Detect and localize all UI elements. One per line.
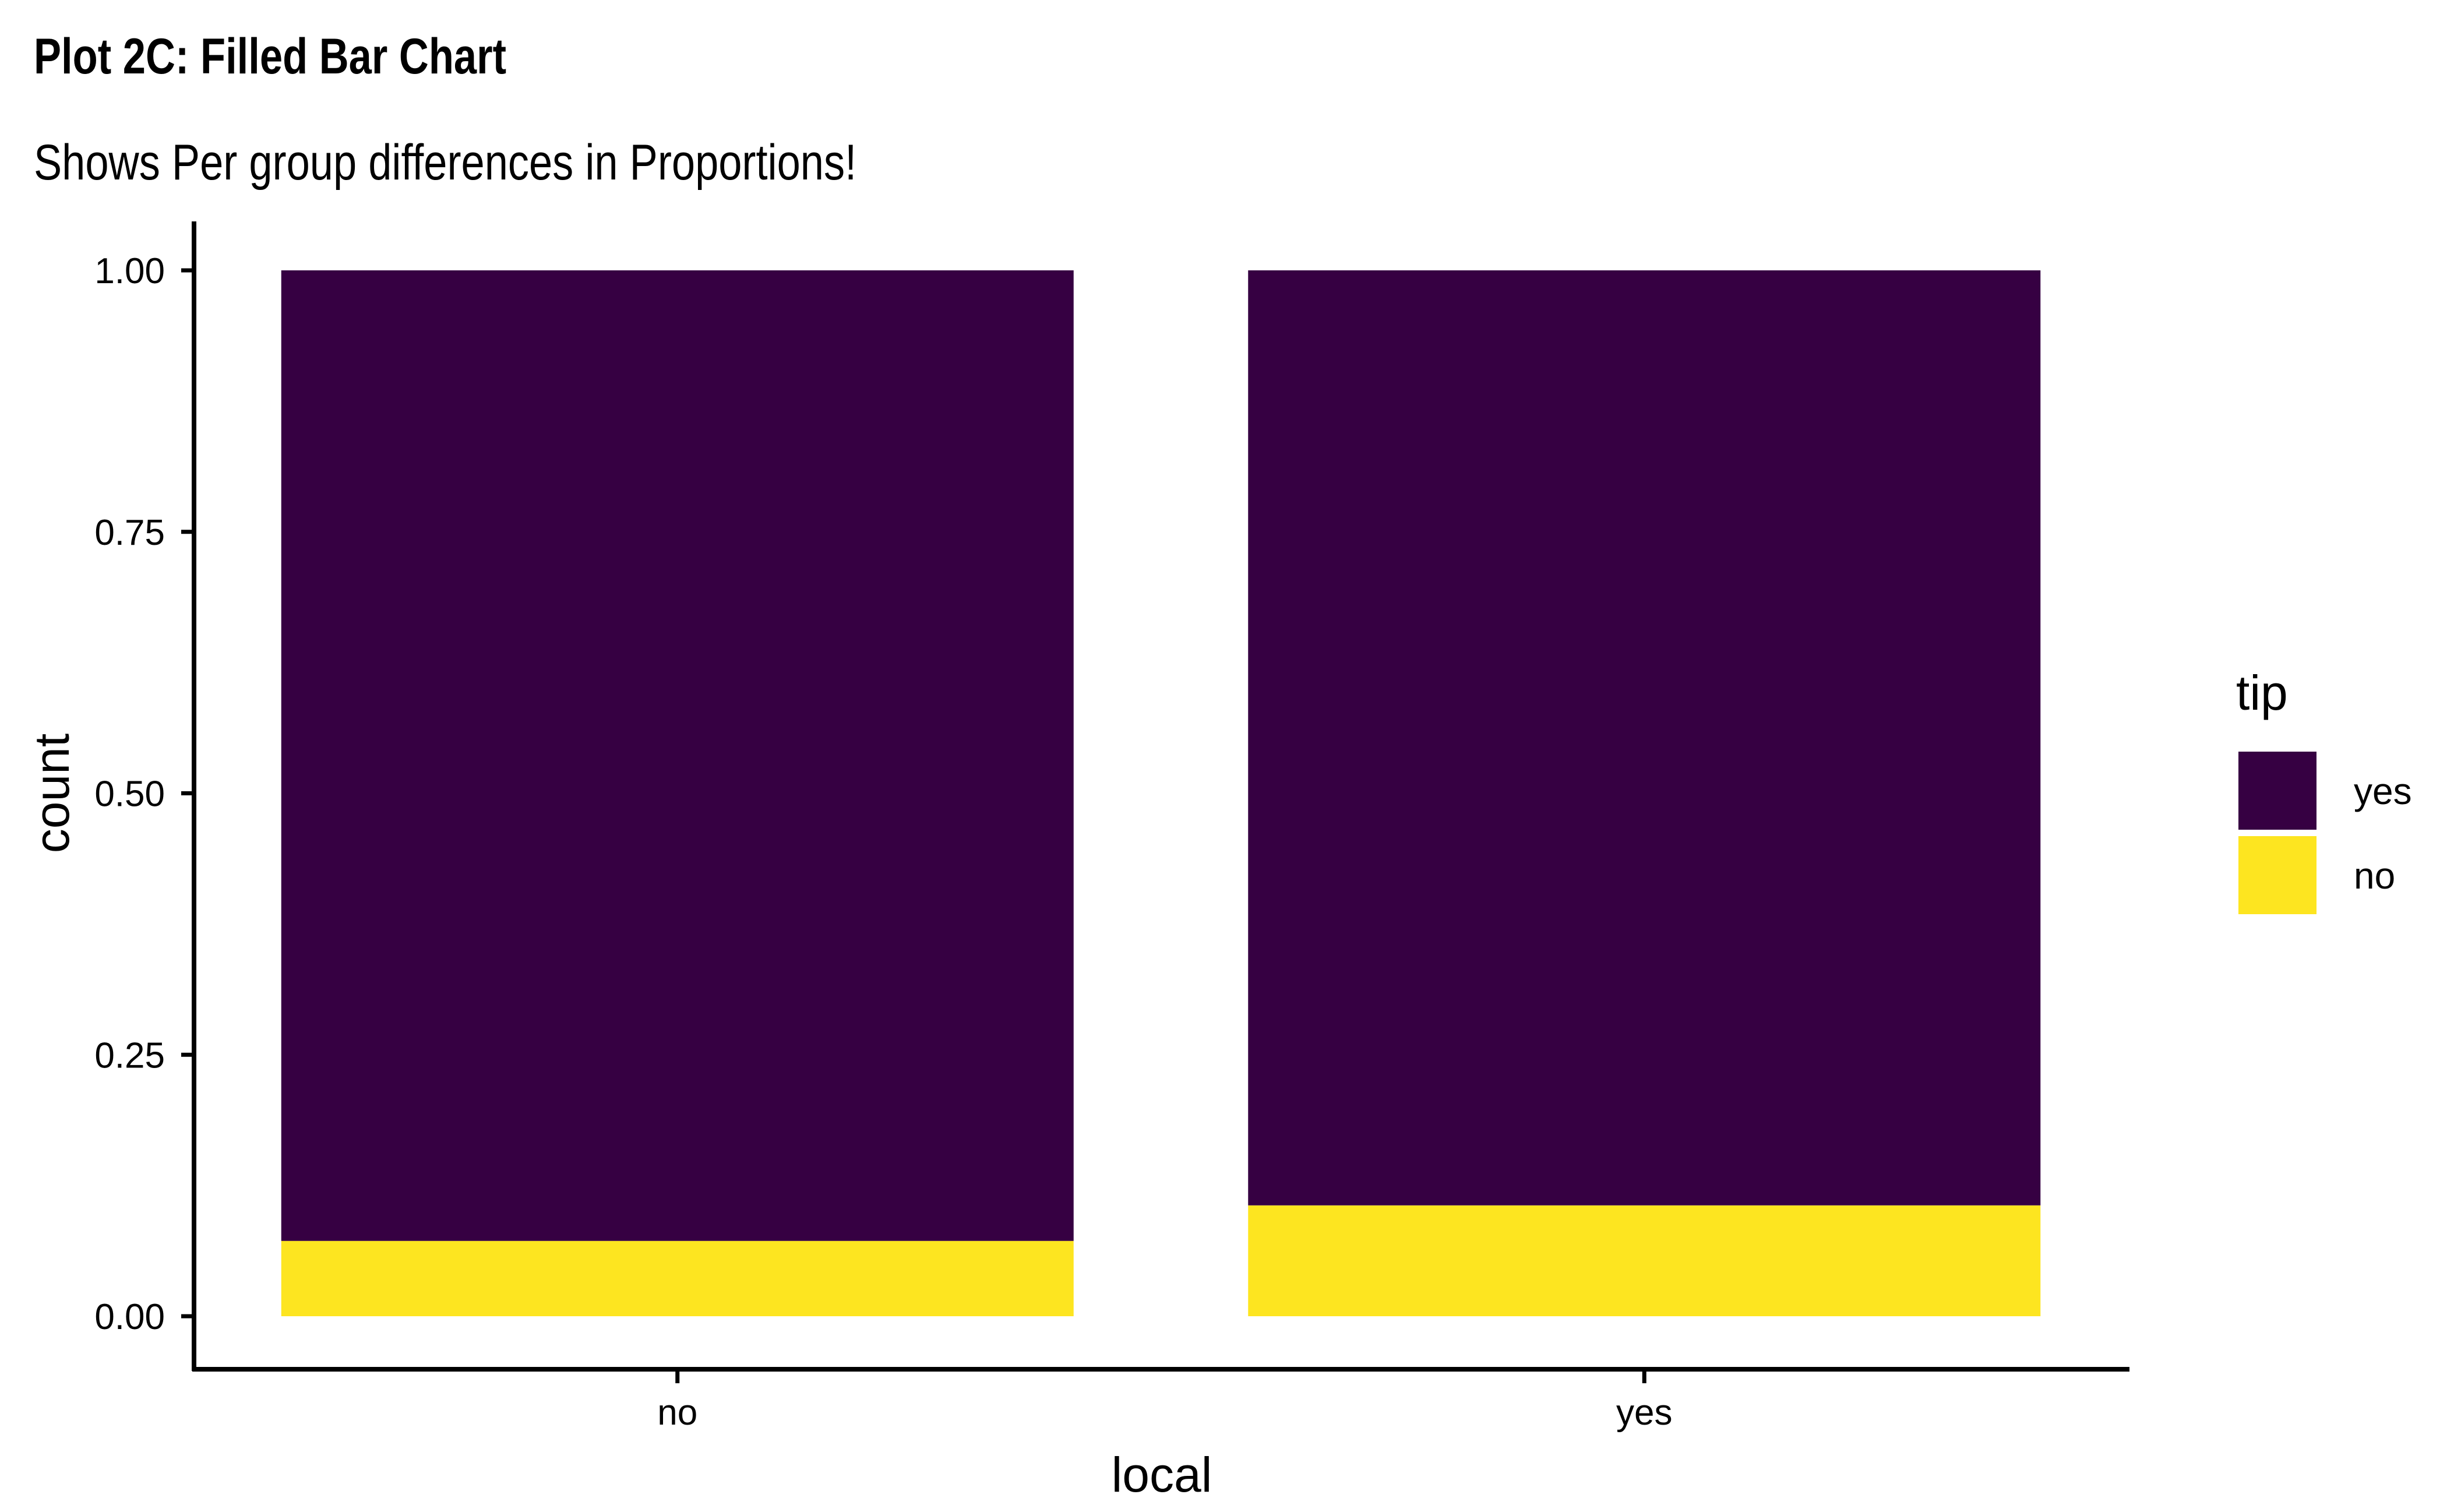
bar-yes-yes: [1248, 270, 2041, 1206]
legend-label-yes: yes: [2354, 770, 2412, 812]
y-tick-label: 0.50: [94, 774, 165, 815]
legend: tip yes no: [2236, 665, 2412, 914]
y-axis-title: count: [24, 734, 79, 854]
legend-key-no: [2238, 836, 2316, 914]
axes-layer: [181, 221, 2129, 1383]
x-tick-label: yes: [1616, 1393, 1672, 1433]
y-tick-label: 1.00: [94, 251, 165, 291]
bar-yes-no: [1248, 1205, 2041, 1316]
legend-label-no: no: [2354, 855, 2395, 897]
y-tick-label: 0.00: [94, 1297, 165, 1337]
y-tick-label: 0.75: [94, 513, 165, 553]
legend-key-yes: [2238, 752, 2316, 830]
bars-layer: [281, 270, 2041, 1316]
bar-no-no: [281, 1240, 1074, 1316]
x-axis-title: local: [1112, 1447, 1212, 1502]
bar-no-yes: [281, 270, 1074, 1241]
labels-layer: 0.00 0.25 0.50 0.75 1.00 no yes local count: [24, 251, 1672, 1502]
y-tick-label: 0.25: [94, 1035, 165, 1076]
chart-title: Plot 2C: Filled Bar Chart: [34, 29, 507, 84]
chart-subtitle: Shows Per group differences in Proportio…: [34, 135, 857, 191]
legend-title: tip: [2236, 665, 2288, 720]
x-tick-label: no: [657, 1393, 697, 1433]
